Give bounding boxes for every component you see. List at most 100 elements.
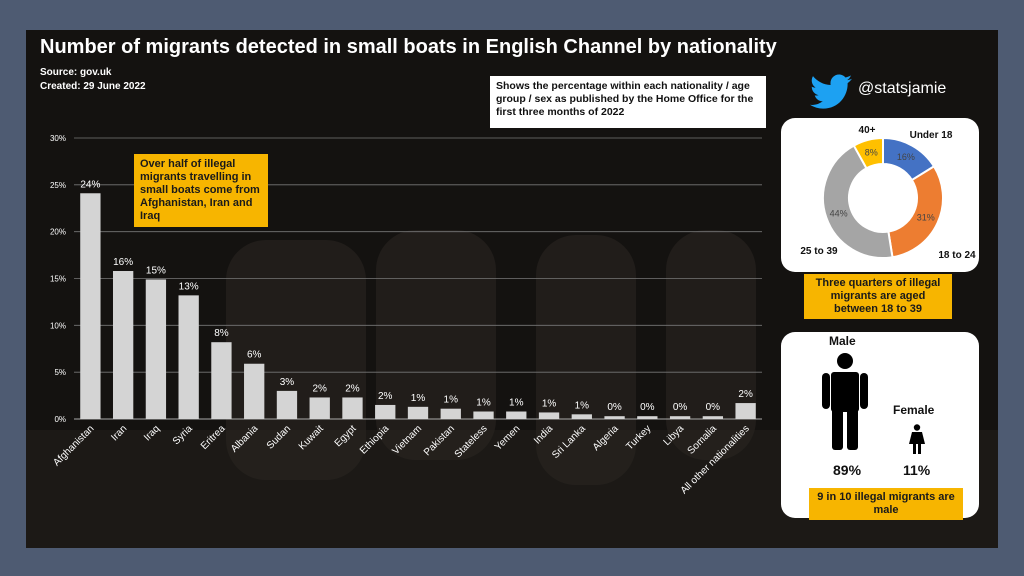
- bar-data-label: 8%: [214, 328, 229, 339]
- bar-all-other-nationalities: [735, 403, 756, 419]
- bar-somalia: [702, 416, 724, 419]
- bar-data-label: 2%: [312, 383, 327, 394]
- y-tick-label: 25%: [50, 181, 66, 190]
- x-category-label: Eritrea: [199, 423, 228, 452]
- y-tick-label: 30%: [50, 134, 66, 143]
- bar-data-label: 0%: [673, 402, 688, 413]
- bar-data-label: 16%: [113, 257, 133, 268]
- gender-card: Male Female 89% 11%: [781, 332, 979, 518]
- bar-data-label: 1%: [411, 393, 426, 404]
- bar-data-label: 0%: [706, 402, 721, 413]
- female-label: Female: [893, 403, 935, 417]
- bar-libya: [669, 416, 691, 419]
- age-note: Three quarters of illegal migrants are a…: [804, 274, 952, 319]
- y-tick-label: 5%: [54, 368, 66, 377]
- x-category-label: Egypt: [333, 423, 359, 449]
- bar-iraq: [145, 279, 167, 419]
- bar-yemen: [506, 411, 527, 419]
- created-date: Created: 29 June 2022: [40, 81, 146, 92]
- bar-albania: [244, 363, 265, 419]
- gender-note: 9 in 10 illegal migrants are male: [809, 488, 963, 520]
- donut-slice-label: 8%: [865, 148, 878, 158]
- x-category-label: Kuwait: [297, 423, 326, 452]
- bar-egypt: [342, 397, 363, 419]
- male-label: Male: [829, 334, 856, 348]
- bar-data-label: 13%: [179, 281, 199, 292]
- bar-data-label: 0%: [607, 402, 622, 413]
- x-category-label: Sri Lanka: [550, 423, 588, 461]
- donut-slice: [822, 144, 894, 259]
- bar-vietnam: [407, 406, 429, 419]
- bar-data-label: 15%: [146, 265, 166, 276]
- bar-india: [538, 412, 560, 419]
- bar-algeria: [604, 416, 625, 419]
- x-category-label: Iran: [109, 423, 129, 443]
- x-category-label: Syria: [171, 423, 195, 447]
- background-photo-shape: [536, 235, 636, 485]
- twitter-handle: @statsjamie: [858, 80, 947, 97]
- donut-category-label: 25 to 39: [800, 246, 838, 257]
- female-percentage: 11%: [903, 462, 931, 478]
- bar-data-label: 2%: [378, 391, 393, 402]
- chart-panel: Number of migrants detected in small boa…: [26, 30, 998, 548]
- y-tick-label: 0%: [54, 415, 66, 424]
- donut-slice: [852, 136, 884, 170]
- donut-category-label: 40+: [859, 125, 876, 136]
- background-photo-shape: [666, 230, 756, 460]
- bar-data-label: 6%: [247, 350, 262, 361]
- bar-data-label: 0%: [640, 402, 655, 413]
- bar-data-label: 1%: [509, 398, 524, 409]
- x-category-label: Turkey: [624, 423, 653, 452]
- donut-slice: [887, 164, 944, 259]
- donut-slice-label: 31%: [917, 213, 935, 223]
- x-category-label: Somalia: [686, 423, 720, 457]
- bar-afghanistan: [80, 193, 101, 419]
- y-tick-label: 10%: [50, 321, 66, 330]
- nationality-bar-chart: 0% 5% 10% 15% 20% 25% 30% 24% Afghanistan 16% Iran…: [50, 134, 762, 496]
- bar-data-label: 2%: [345, 383, 360, 394]
- bar-data-label: 1%: [542, 398, 557, 409]
- age-donut-card: 16% 31% 44% 8% Under 18 18 to 24 25 to 39 40+: [781, 118, 979, 272]
- x-category-label: Stateless: [453, 423, 490, 460]
- chart-title: Number of migrants detected in small boa…: [40, 36, 777, 58]
- x-category-label: Ethiopia: [358, 423, 392, 457]
- source-text: Source: gov.uk: [40, 67, 112, 78]
- bar-data-label: 24%: [80, 179, 100, 190]
- background-photo-shape: [226, 240, 366, 480]
- bar-data-label: 2%: [738, 389, 753, 400]
- male-person-icon: [822, 353, 868, 450]
- bar-iran: [112, 271, 134, 419]
- bar-sudan: [276, 390, 298, 419]
- x-category-label: India: [532, 423, 555, 446]
- bar-sri-lanka: [571, 414, 592, 419]
- age-donut-chart: 16% 31% 44% 8% Under 18 18 to 24 25 to 39 40+: [800, 125, 976, 261]
- info-box: Shows the percentage within each nationa…: [490, 76, 766, 128]
- bar-data-label: 1%: [444, 395, 459, 406]
- twitter-icon: [810, 74, 852, 109]
- bar-data-label: 1%: [575, 400, 590, 411]
- x-category-label: Pakistan: [422, 423, 457, 458]
- donut-category-label: Under 18: [910, 130, 953, 141]
- x-category-label: Algeria: [591, 423, 621, 453]
- bar-syria: [178, 295, 199, 419]
- bar-kuwait: [309, 397, 330, 419]
- x-category-label: Iraq: [142, 423, 162, 443]
- bar-pakistan: [440, 408, 461, 419]
- bar-data-label: 3%: [280, 377, 295, 388]
- donut-slice-label: 16%: [897, 152, 915, 162]
- donut-category-label: 18 to 24: [938, 250, 976, 261]
- afghanistan-callout: Over half of illegal migrants travelling…: [134, 154, 268, 227]
- female-person-icon: [909, 424, 925, 454]
- bar-data-label: 1%: [476, 398, 491, 409]
- male-percentage: 89%: [833, 462, 862, 478]
- x-category-label: Sudan: [265, 423, 293, 451]
- x-category-label: Yemen: [493, 423, 523, 453]
- bar-eritrea: [211, 342, 232, 419]
- bar-ethiopia: [375, 404, 396, 419]
- x-category-label: Albania: [229, 423, 261, 455]
- y-tick-label: 20%: [50, 228, 66, 237]
- bar-turkey: [637, 416, 658, 419]
- background-photo-shape: [376, 230, 496, 460]
- x-category-label: Vietnam: [391, 423, 425, 457]
- bar-stateless: [473, 411, 494, 419]
